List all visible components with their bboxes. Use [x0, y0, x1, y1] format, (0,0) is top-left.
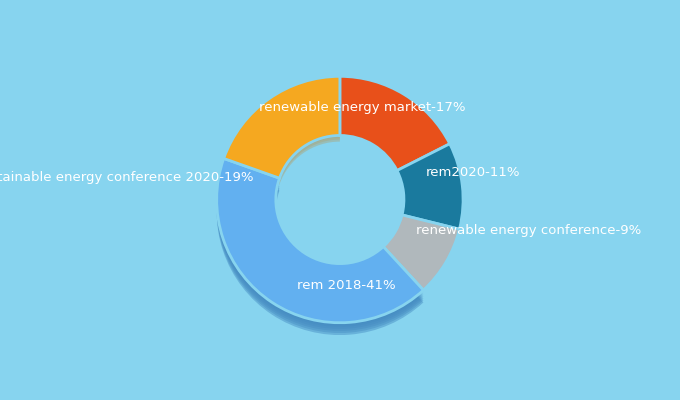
Text: renewable energy market-17%: renewable energy market-17%: [259, 101, 465, 114]
Wedge shape: [340, 76, 449, 170]
Wedge shape: [224, 82, 340, 184]
Wedge shape: [217, 167, 424, 331]
Wedge shape: [384, 215, 460, 290]
Wedge shape: [217, 165, 424, 329]
Wedge shape: [217, 162, 424, 327]
Text: rem 2018-41%: rem 2018-41%: [296, 279, 395, 292]
Text: sustainable energy conference 2020-19%: sustainable energy conference 2020-19%: [0, 171, 254, 184]
Wedge shape: [397, 144, 463, 229]
Wedge shape: [224, 76, 340, 178]
Wedge shape: [217, 160, 424, 325]
Wedge shape: [217, 171, 424, 335]
Wedge shape: [217, 169, 424, 333]
Text: renewable energy conference-9%: renewable energy conference-9%: [416, 224, 641, 237]
Wedge shape: [217, 158, 424, 323]
Text: rem2020-11%: rem2020-11%: [426, 166, 521, 179]
Wedge shape: [224, 78, 340, 180]
Wedge shape: [224, 80, 340, 182]
